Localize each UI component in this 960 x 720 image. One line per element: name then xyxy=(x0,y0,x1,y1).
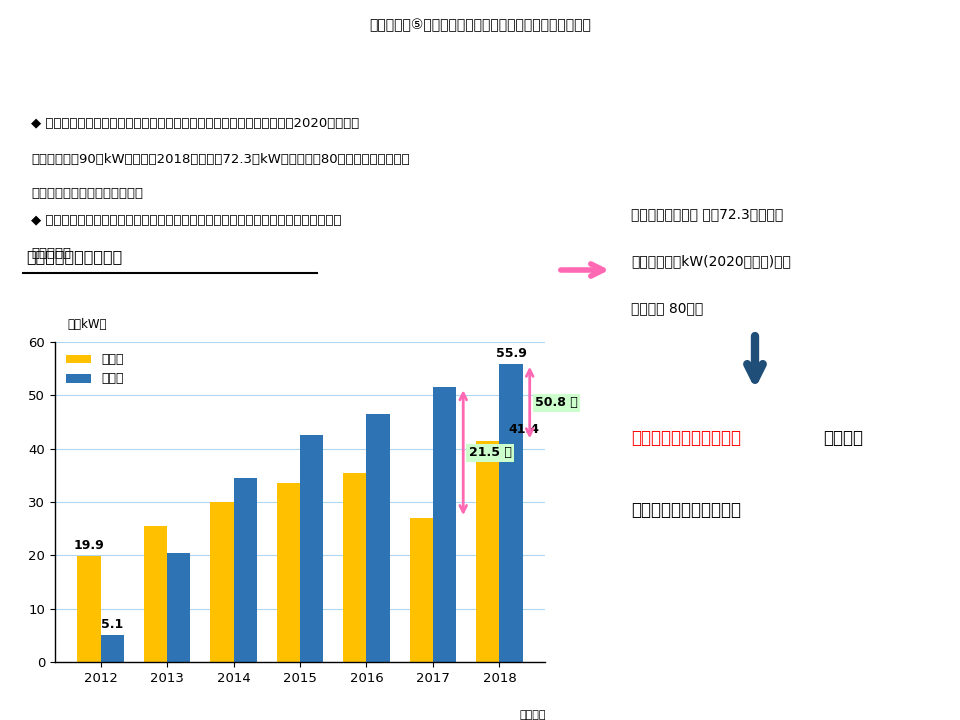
Text: （万kW）: （万kW） xyxy=(67,318,107,331)
Bar xyxy=(499,364,523,662)
Bar xyxy=(476,441,499,662)
Legend: 住宅用, 事業用: 住宅用, 事業用 xyxy=(61,348,129,390)
Text: 太陽光発電の普及状況: 太陽光発電の普及状況 xyxy=(26,250,122,264)
Bar xyxy=(410,518,433,662)
Text: さらなる取組みが必要！: さらなる取組みが必要！ xyxy=(631,502,741,520)
Text: 加。目标ﾙ万kW(2020年度末)の達: 加。目标ﾙ万kW(2020年度末)の達 xyxy=(631,255,791,269)
Bar xyxy=(276,483,300,662)
Text: （年度）: （年度） xyxy=(519,710,546,720)
Text: 成率は、 80％。: 成率は、 80％。 xyxy=(631,301,704,315)
Bar xyxy=(77,556,101,662)
Text: 事業用・住宅用で 合舧72.3万ｋＷ増: 事業用・住宅用で 合舧72.3万ｋＷ増 xyxy=(631,207,783,221)
Text: （フリップ⑤　再生可能エネルギーの普及拡大に向けて）: （フリップ⑤ 再生可能エネルギーの普及拡大に向けて） xyxy=(369,18,591,32)
Bar xyxy=(210,502,233,662)
Bar xyxy=(144,526,167,662)
Text: ◆ 事業用の太陽光発電の普及が進む一方、住宅用の太陽光発電の普及はあまり進んで: ◆ 事業用の太陽光発電の普及が進む一方、住宅用の太陽光発電の普及はあまり進んで xyxy=(31,214,342,227)
Text: 5.1: 5.1 xyxy=(101,618,123,631)
Text: 41.4: 41.4 xyxy=(509,423,540,436)
Bar xyxy=(167,553,190,662)
Text: ◆ 再生可能エネルギーの中心となる太陽光発電の普及拡大については、2020年度まで: ◆ 再生可能エネルギーの中心となる太陽光発電の普及拡大については、2020年度ま… xyxy=(31,117,359,130)
Bar xyxy=(344,472,367,662)
Text: 50.8 増: 50.8 増 xyxy=(535,396,578,409)
Text: 住宅用太陽光発電の普及: 住宅用太陽光発電の普及 xyxy=(631,429,741,447)
Bar xyxy=(367,414,390,662)
Text: の導入目標90万kWに対し、2018年度末で72.3万kW。達成率は80％であり、目標達成: の導入目標90万kWに対し、2018年度末で72.3万kW。達成率は80％であり… xyxy=(31,153,410,166)
Bar xyxy=(300,436,324,662)
Text: 55.9: 55.9 xyxy=(495,346,526,359)
Text: 19.9: 19.9 xyxy=(74,539,105,552)
Bar xyxy=(233,478,256,662)
Text: いない。: いない。 xyxy=(31,246,71,260)
Text: 再生可能エネルギーの普及拡大に向けて: 再生可能エネルギーの普及拡大に向けて xyxy=(353,69,607,93)
Bar xyxy=(433,387,456,662)
Text: 21.5 増: 21.5 増 xyxy=(468,446,512,459)
Text: に向けた: に向けた xyxy=(823,429,863,447)
Text: に向けさらに取組みが必要。: に向けさらに取組みが必要。 xyxy=(31,187,143,200)
Bar xyxy=(101,635,124,662)
